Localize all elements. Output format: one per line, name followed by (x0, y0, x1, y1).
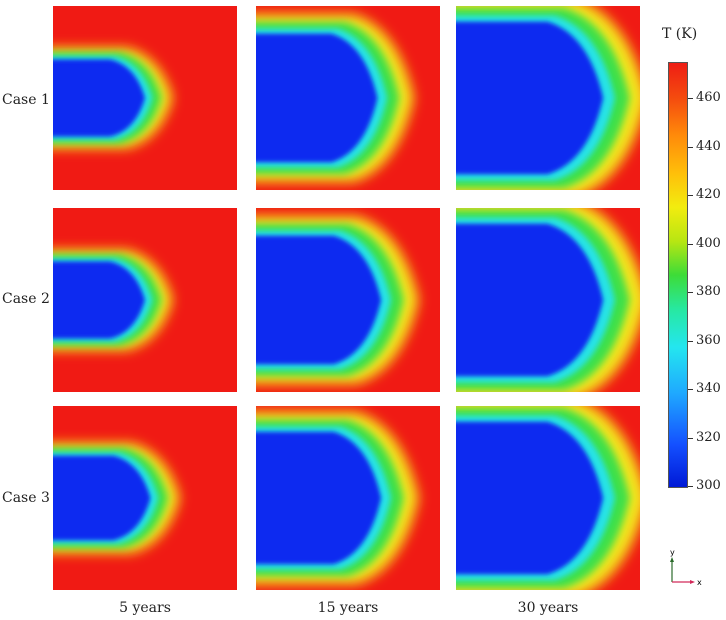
temperature-band (456, 21, 604, 175)
column-label-15-years: 15 years (317, 600, 379, 616)
panel-case-3-30-years (456, 406, 640, 590)
colorbar-tick-label: 420 (696, 187, 721, 203)
row-label-case-1: Case 1 (2, 92, 50, 108)
x-axis-arrowhead (690, 580, 695, 584)
panel-case-3-5-years (53, 406, 237, 590)
temperature-band (256, 33, 378, 163)
panel-case-2-15-years (256, 208, 440, 392)
axes-indicator: y x (670, 548, 702, 587)
colorbar-tick-label: 380 (696, 284, 721, 300)
panel-case-2-30-years (456, 208, 640, 392)
row-label-case-3: Case 3 (2, 490, 50, 506)
column-label-5-years: 5 years (119, 600, 171, 616)
colorbar-tick (688, 195, 693, 197)
colorbar-tick (688, 243, 693, 245)
colorbar-tick (688, 389, 693, 391)
colorbar-tick-label: 360 (696, 332, 721, 348)
temperature-band (456, 223, 604, 377)
y-axis-arrowhead (670, 557, 674, 562)
colorbar-tick-label: 300 (696, 478, 721, 493)
colorbar-tick-label: 460 (696, 90, 721, 106)
colorbar-tick (688, 292, 693, 294)
panel-case-2-5-years (53, 208, 237, 392)
colorbar-tick (688, 340, 693, 342)
colorbar-tick-label: 400 (696, 235, 721, 251)
panel-case-1-30-years (456, 6, 640, 190)
colorbar-tick-label: 320 (696, 429, 721, 445)
temperature-band (53, 455, 151, 541)
colorbar-tick (688, 98, 693, 100)
temperature-band (256, 431, 382, 565)
panel-case-1-5-years (53, 6, 237, 190)
colorbar-tick-label: 340 (696, 381, 721, 397)
colorbar-tick (688, 437, 693, 439)
colorbar-tick (688, 486, 693, 487)
temperature-band (256, 235, 382, 365)
column-label-30-years: 30 years (517, 600, 579, 616)
y-axis-label: y (670, 548, 675, 557)
panel-case-3-15-years (256, 406, 440, 590)
x-axis-label: x (697, 578, 702, 587)
colorbar-title: T (K) (662, 26, 698, 42)
temperature-band (53, 59, 145, 137)
temperature-band (53, 261, 145, 339)
colorbar-tick-label: 440 (696, 138, 721, 154)
colorbar (668, 62, 688, 488)
panel-case-1-15-years (256, 6, 440, 190)
row-label-case-2: Case 2 (2, 291, 50, 307)
temperature-band (456, 421, 604, 575)
colorbar-tick (688, 146, 693, 148)
